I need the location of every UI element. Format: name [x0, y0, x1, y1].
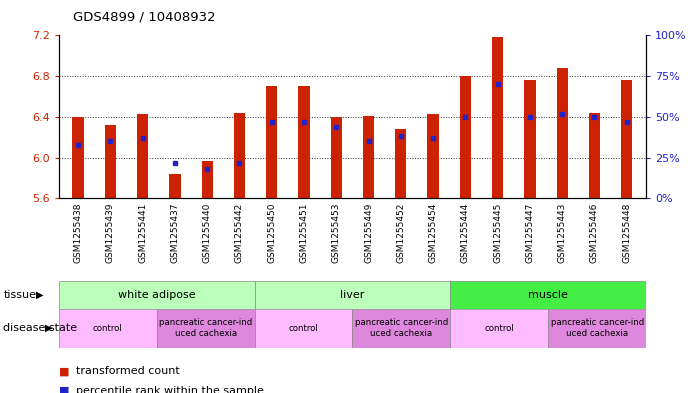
Bar [169, 174, 180, 198]
Bar [266, 86, 277, 198]
Text: GSM1255438: GSM1255438 [74, 203, 83, 263]
Bar [460, 76, 471, 198]
Text: GSM1255442: GSM1255442 [235, 203, 244, 263]
Bar [73, 117, 84, 198]
Text: pancreatic cancer-ind
uced cachexia: pancreatic cancer-ind uced cachexia [354, 318, 448, 338]
Bar [524, 80, 536, 198]
Text: GSM1255449: GSM1255449 [364, 203, 373, 263]
Text: GSM1255440: GSM1255440 [202, 203, 211, 263]
Bar [589, 113, 600, 198]
Bar [59, 281, 254, 309]
Text: control: control [484, 324, 514, 332]
Bar [395, 129, 406, 198]
Bar [451, 309, 548, 348]
Text: GSM1255437: GSM1255437 [171, 203, 180, 263]
Text: control: control [289, 324, 319, 332]
Bar [548, 309, 646, 348]
Text: pancreatic cancer-ind
uced cachexia: pancreatic cancer-ind uced cachexia [159, 318, 252, 338]
Text: GSM1255439: GSM1255439 [106, 203, 115, 263]
Bar [299, 86, 310, 198]
Text: pancreatic cancer-ind
uced cachexia: pancreatic cancer-ind uced cachexia [551, 318, 644, 338]
Bar [428, 114, 439, 198]
Text: GSM1255451: GSM1255451 [299, 203, 308, 263]
Bar [451, 281, 646, 309]
Text: white adipose: white adipose [117, 290, 196, 300]
Bar [621, 80, 632, 198]
Text: disease state: disease state [3, 323, 77, 333]
Text: transformed count: transformed count [76, 366, 180, 376]
Bar [254, 281, 451, 309]
Bar [352, 309, 451, 348]
Bar [202, 161, 213, 198]
Text: ■: ■ [59, 386, 69, 393]
Bar [59, 309, 157, 348]
Text: GSM1255450: GSM1255450 [267, 203, 276, 263]
Text: GDS4899 / 10408932: GDS4899 / 10408932 [73, 11, 215, 24]
Text: GSM1255443: GSM1255443 [558, 203, 567, 263]
Text: percentile rank within the sample: percentile rank within the sample [76, 386, 264, 393]
Bar [105, 125, 116, 198]
Text: GSM1255441: GSM1255441 [138, 203, 147, 263]
Bar [556, 68, 568, 198]
Bar [234, 113, 245, 198]
Bar [254, 309, 352, 348]
Text: GSM1255448: GSM1255448 [622, 203, 631, 263]
Text: GSM1255447: GSM1255447 [525, 203, 534, 263]
Text: GSM1255445: GSM1255445 [493, 203, 502, 263]
Bar [330, 117, 342, 198]
Text: ■: ■ [59, 366, 69, 376]
Text: ▶: ▶ [36, 290, 44, 300]
Text: GSM1255452: GSM1255452 [397, 203, 406, 263]
Text: liver: liver [340, 290, 365, 300]
Text: GSM1255454: GSM1255454 [428, 203, 437, 263]
Text: muscle: muscle [528, 290, 568, 300]
Bar [492, 37, 503, 198]
Bar [157, 309, 254, 348]
Text: tissue: tissue [3, 290, 37, 300]
Text: GSM1255446: GSM1255446 [590, 203, 599, 263]
Bar [137, 114, 149, 198]
Text: GSM1255453: GSM1255453 [332, 203, 341, 263]
Text: ▶: ▶ [45, 323, 53, 333]
Text: GSM1255444: GSM1255444 [461, 203, 470, 263]
Bar [363, 116, 375, 198]
Text: control: control [93, 324, 122, 332]
